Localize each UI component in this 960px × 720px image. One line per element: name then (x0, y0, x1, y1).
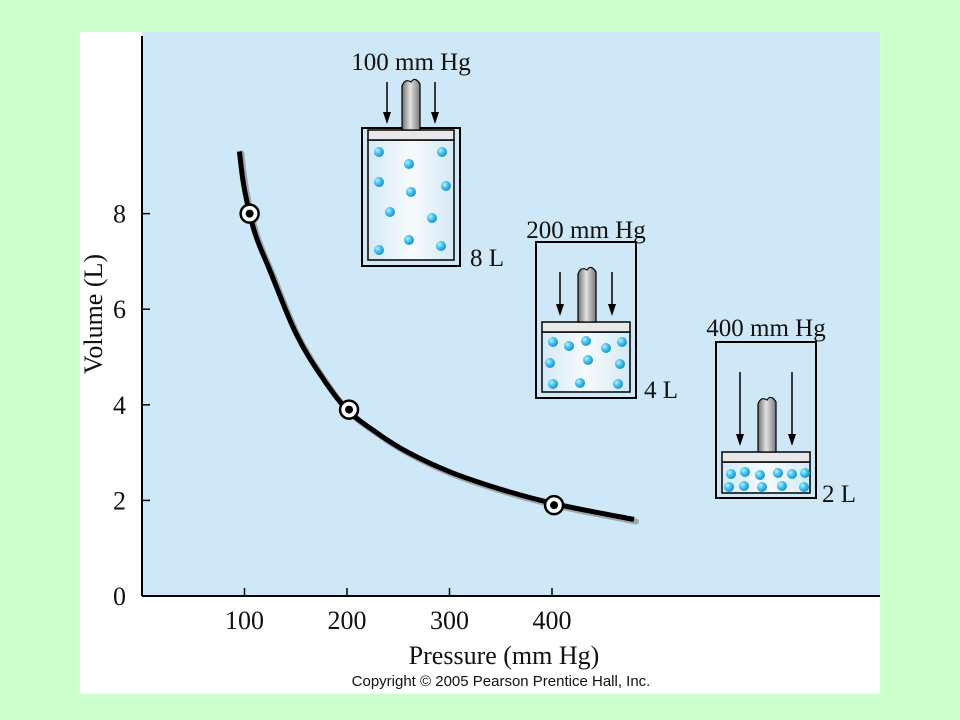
x-tick-label: 400 (533, 606, 572, 635)
piston-plate (367, 129, 455, 141)
volume-label: 2 L (822, 481, 856, 508)
boyles-law-chart: 0 2 4 6 8 100 200 300 400 Pressure (mm Hg) Volum… (80, 32, 880, 690)
cylinder-wall (535, 241, 637, 399)
y-tick-label: 8 (113, 200, 126, 229)
axes (141, 36, 880, 597)
y-tick-label: 0 (113, 582, 126, 611)
plot-background (142, 32, 880, 596)
cylinder-wall (715, 341, 817, 499)
pressure-label: 100 mm Hg (351, 49, 471, 76)
piston-rod (401, 78, 421, 131)
force-arrow-right (608, 272, 616, 316)
slide: 0 2 4 6 8 100 200 300 400 Pressure (mm Hg) Volum… (80, 32, 880, 694)
tick-labels: 0 2 4 6 8 100 200 300 400 (113, 200, 572, 635)
x-tick-label: 100 (225, 606, 264, 635)
gas-particles (374, 147, 451, 255)
force-arrow-left (383, 82, 391, 124)
y-tick-label: 6 (113, 295, 126, 324)
pressure-label: 200 mm Hg (526, 217, 646, 244)
pressure-label: 400 mm Hg (706, 315, 826, 342)
x-axis-title: Pressure (mm Hg) (409, 641, 600, 670)
y-axis-title: Volume (L) (80, 254, 108, 374)
data-point-dot (550, 501, 559, 510)
tick-marks (142, 212, 553, 597)
cylinder-100mmhg: 100 mm Hg (351, 49, 504, 272)
x-tick-label: 200 (328, 606, 367, 635)
cylinder-200mmhg: 200 mm Hg (526, 217, 678, 404)
y-tick-label: 2 (113, 486, 126, 515)
volume-label: 8 L (470, 245, 504, 272)
data-point-dot (245, 209, 254, 218)
x-tick-label: 300 (430, 606, 469, 635)
pressure-volume-curve (236, 151, 635, 522)
data-point-dot (345, 405, 354, 414)
force-arrow-left (736, 372, 744, 446)
curve-layer (236, 150, 639, 525)
volume-label: 4 L (644, 377, 678, 404)
cylinder-400mmhg: 400 mm Hg (706, 315, 856, 508)
piston-rod (577, 266, 597, 323)
gas-particles (724, 467, 810, 492)
force-arrow-left (556, 272, 564, 316)
piston-plate (541, 321, 631, 333)
force-arrow-right (431, 82, 439, 124)
copyright-text: Copyright © 2005 Pearson Prentice Hall, … (352, 673, 651, 690)
force-arrow-right (788, 372, 796, 446)
piston-rod (757, 396, 777, 453)
data-points (239, 203, 565, 516)
gas-particles (545, 336, 627, 389)
piston-plate (721, 451, 811, 463)
y-tick-label: 4 (113, 391, 126, 420)
